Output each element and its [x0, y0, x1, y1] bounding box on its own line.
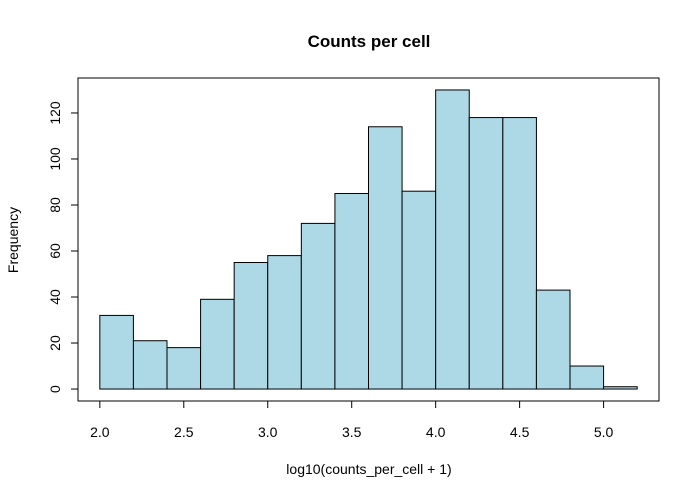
y-tick-label: 120	[47, 101, 63, 125]
x-tick-label: 4.5	[510, 424, 530, 440]
histogram-bar	[334, 192, 370, 390]
y-tick-label: 0	[47, 385, 63, 393]
histogram-bar	[300, 222, 336, 390]
histogram-bar	[233, 262, 269, 390]
histogram-bar	[535, 289, 571, 390]
x-tick-label: 5.0	[594, 424, 614, 440]
y-axis-label: Frequency	[5, 207, 21, 273]
y-tick-label: 20	[47, 335, 63, 351]
y-tick-label: 60	[47, 243, 63, 259]
histogram-bar	[267, 255, 302, 390]
histogram-bar	[502, 117, 537, 390]
x-tick-label: 2.0	[90, 424, 110, 440]
x-tick-label: 3.5	[342, 424, 362, 440]
histogram-bar	[99, 314, 134, 390]
chart-title: Counts per cell	[308, 32, 431, 51]
histogram-bar	[132, 340, 168, 390]
x-tick-label: 3.0	[258, 424, 278, 440]
histogram-bar	[435, 89, 470, 390]
histogram-bar	[368, 126, 403, 390]
x-axis-label: log10(counts_per_cell + 1)	[286, 461, 451, 477]
histogram-bar	[468, 117, 504, 390]
histogram-bar	[401, 190, 437, 390]
x-tick-label: 2.5	[174, 424, 194, 440]
histogram-bar	[166, 347, 202, 390]
y-axis: 0 20 40 60 80 100 120	[47, 101, 79, 393]
x-axis: 2.0 2.5 3.0 3.5 4.0 4.5 5.0	[90, 400, 614, 440]
histogram-bar	[569, 365, 605, 390]
y-tick-label: 80	[47, 197, 63, 213]
x-tick-label: 4.0	[426, 424, 446, 440]
y-tick-label: 40	[47, 289, 63, 305]
bars-group	[99, 89, 638, 390]
histogram-bar	[603, 386, 638, 390]
histogram-bar	[200, 298, 235, 390]
y-tick-label: 100	[47, 147, 63, 171]
